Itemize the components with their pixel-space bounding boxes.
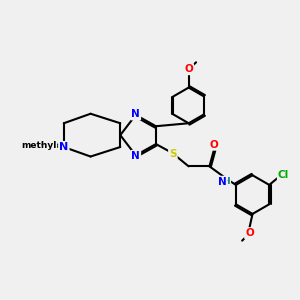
Text: S: S bbox=[169, 149, 177, 160]
Text: N: N bbox=[131, 151, 140, 161]
Text: N: N bbox=[59, 142, 68, 152]
Text: Cl: Cl bbox=[278, 169, 289, 179]
Text: O: O bbox=[245, 228, 254, 238]
Text: H: H bbox=[223, 177, 230, 186]
Text: N: N bbox=[218, 177, 226, 187]
Text: N: N bbox=[131, 109, 140, 119]
Text: methyl: methyl bbox=[40, 144, 46, 145]
Text: methyl: methyl bbox=[21, 141, 56, 150]
Text: O: O bbox=[209, 140, 218, 150]
Text: O: O bbox=[184, 64, 193, 74]
